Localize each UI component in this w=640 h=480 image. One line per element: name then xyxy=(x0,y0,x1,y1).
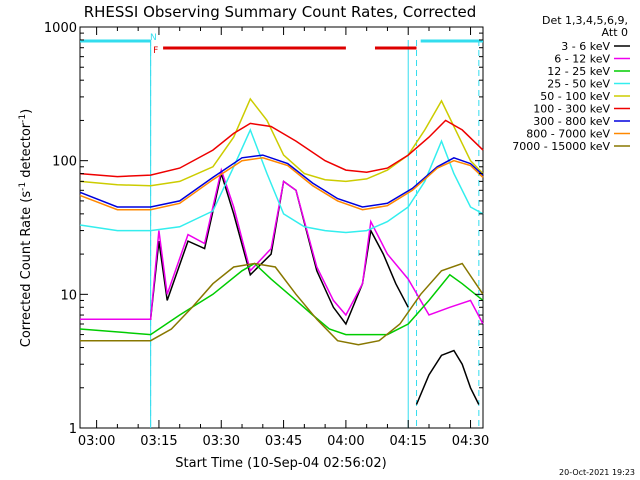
y-axis-label-sup1: -1 xyxy=(18,182,28,191)
legend-label-2: 12 - 25 keV xyxy=(547,65,610,78)
legend-label-4: 50 - 100 keV xyxy=(540,90,610,103)
legend-label-7: 800 - 7000 keV xyxy=(526,128,610,141)
x-tick-label-6: 04:30 xyxy=(452,434,489,449)
legend-label-8: 7000 - 15000 keV xyxy=(512,140,610,153)
legend-header-0: Det 1,3,4,5,6,9, xyxy=(542,14,628,27)
x-axis: 03:00 03:15 03:30 03:45 04:00 04:15 04:30 xyxy=(78,27,489,449)
series-line-1 xyxy=(80,167,484,325)
footer-date: 20-Oct-2021 19:23 xyxy=(559,468,635,477)
x-tick-label-4: 04:00 xyxy=(327,434,364,449)
legend-label-0: 3 - 6 keV xyxy=(561,40,610,53)
plot-area xyxy=(79,26,484,429)
legend-label-3: 25 - 50 keV xyxy=(547,78,610,91)
legend-header-1: Att 0 xyxy=(602,26,628,39)
y-tick-label-1: 10 xyxy=(60,288,77,303)
series-line-5 xyxy=(79,119,484,178)
series-line-8 xyxy=(80,262,484,346)
series-line-6 xyxy=(79,154,484,208)
vertical-markers xyxy=(150,40,480,428)
series-line-7 xyxy=(79,157,484,211)
y-tick-label-2: 100 xyxy=(52,155,77,170)
legend-label-5: 100 - 300 keV xyxy=(533,103,610,116)
series-line-2 xyxy=(79,262,484,336)
series-segment-extra-0 xyxy=(415,349,480,405)
x-axis-label: Start Time (10-Sep-04 02:56:02) xyxy=(175,456,386,471)
y-tick-label-0: 1 xyxy=(69,422,77,437)
y-axis-label-mid: detector xyxy=(19,122,34,182)
plot-frame xyxy=(79,26,484,429)
y-axis-label-end: ) xyxy=(19,109,34,114)
flag-label-F: F xyxy=(153,46,158,56)
series-line-3 xyxy=(79,127,484,234)
x-tick-label-3: 03:45 xyxy=(265,434,302,449)
flag-label-N: N xyxy=(150,33,157,43)
x-tick-label-2: 03:30 xyxy=(203,434,240,449)
y-axis-label-sup2: -1 xyxy=(18,114,28,123)
legend-label-1: 6 - 12 keV xyxy=(554,53,610,66)
series-lines xyxy=(79,97,484,405)
y-axis-label: Corrected Count Rate (s-1 detector-1) xyxy=(18,109,34,347)
x-tick-label-1: 03:15 xyxy=(140,434,177,449)
y-axis-label-main: Corrected Count Rate (s xyxy=(19,191,34,348)
y-axis: 1 10 100 1000 xyxy=(44,21,483,437)
legend-label-6: 300 - 800 keV xyxy=(533,115,610,128)
flag-bars: FN xyxy=(80,33,483,56)
y-tick-label-3: 1000 xyxy=(44,21,77,36)
series-line-4 xyxy=(79,97,484,187)
x-tick-label-0: 03:00 xyxy=(78,434,115,449)
chart-title: RHESSI Observing Summary Count Rates, Co… xyxy=(84,3,477,21)
x-tick-label-5: 04:15 xyxy=(389,434,426,449)
